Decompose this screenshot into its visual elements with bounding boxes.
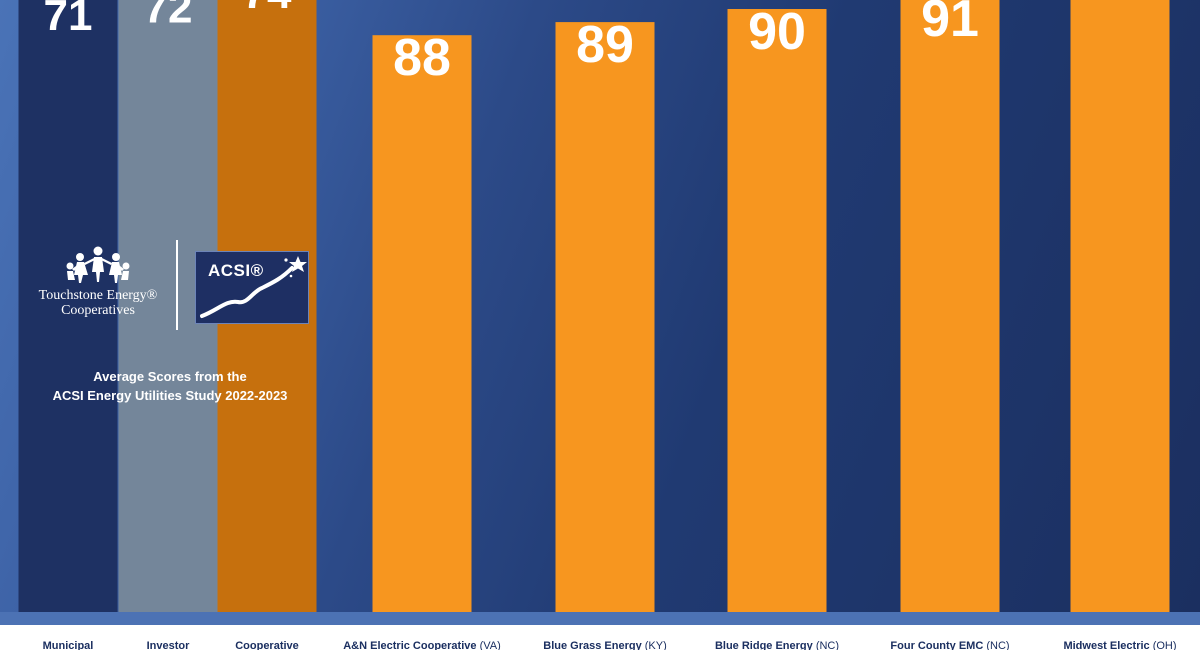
x-axis-label: Investor bbox=[147, 640, 190, 650]
x-axis-label: Cooperative bbox=[235, 640, 299, 650]
x-axis-label: A&N Electric Cooperative (VA) bbox=[343, 640, 501, 650]
logo-area: Touchstone Energy® Cooperatives ACSI® bbox=[28, 240, 318, 335]
bar-blue-grass-energy bbox=[555, 22, 655, 612]
bar-four-county-emc bbox=[900, 0, 1000, 612]
x-axis-label-name: Investor bbox=[146, 640, 190, 650]
bar-value-label: 74 bbox=[243, 0, 292, 18]
bar-blue-ridge-energy bbox=[727, 9, 827, 612]
x-axis-label: Blue Grass Energy (KY) bbox=[543, 640, 667, 650]
touchstone-name-line1: Touchstone Energy® bbox=[38, 288, 158, 303]
x-axis-label-name: Blue Ridge Energy bbox=[714, 640, 813, 650]
bar-value-label: 88 bbox=[393, 29, 451, 87]
x-axis-label-name: Four County EMC bbox=[890, 640, 984, 650]
bar-municipal bbox=[18, 0, 118, 612]
chart-background: 71 72 74 88 89 90 91 bbox=[0, 0, 1200, 612]
touchstone-energy-logo: Touchstone Energy® Cooperatives bbox=[28, 246, 168, 331]
acsi-wordmark: ACSI® bbox=[208, 261, 264, 280]
x-axis-label-name: Municipal bbox=[42, 640, 94, 650]
x-axis-label: Midwest Electric (OH) bbox=[1063, 640, 1176, 650]
rising-star-swoosh-icon bbox=[200, 256, 307, 318]
bar-value-label: 72 bbox=[144, 0, 193, 33]
x-axis-label: Municipal bbox=[43, 640, 94, 650]
x-axis-label-name: Midwest Electric bbox=[1063, 640, 1150, 650]
bar-value-label: 71 bbox=[44, 0, 93, 40]
x-axis-label-state: (KY) bbox=[641, 640, 667, 650]
x-axis-label-state: (OH) bbox=[1149, 640, 1177, 650]
x-axis-labels: Municipal Investor Cooperative A&N Electric… bbox=[0, 625, 1200, 650]
touchstone-name-line2: Cooperatives bbox=[61, 303, 135, 318]
acsi-logo: ACSI® bbox=[195, 251, 309, 324]
x-axis-label-name: Blue Grass Energy bbox=[543, 640, 642, 650]
x-axis-label-state: (VA) bbox=[476, 640, 501, 650]
x-axis-label-state: (NC) bbox=[983, 640, 1010, 650]
chart-baseline bbox=[0, 612, 1200, 625]
x-axis-label-state: (NC) bbox=[812, 640, 840, 650]
study-caption-line2: ACSI Energy Utilities Study 2022-2023 bbox=[52, 388, 288, 403]
bar-value-label: 91 bbox=[921, 0, 979, 48]
bar-a-n-electric-cooperative bbox=[372, 35, 472, 612]
study-caption-line1: Average Scores from the bbox=[93, 369, 247, 384]
bar-midwest-electric bbox=[1070, 0, 1170, 612]
logo-divider bbox=[176, 240, 178, 330]
x-axis-label-name: A&N Electric Cooperative bbox=[343, 640, 477, 650]
study-caption: Average Scores from the ACSI Energy Util… bbox=[20, 367, 320, 405]
bar-value-label: 89 bbox=[576, 16, 634, 74]
bar-value-label: 90 bbox=[748, 3, 806, 61]
x-axis-label-name: Cooperative bbox=[235, 640, 299, 650]
people-holding-hands-icon bbox=[66, 246, 130, 283]
x-axis-label: Blue Ridge Energy (NC) bbox=[715, 640, 839, 650]
x-axis-label: Four County EMC (NC) bbox=[890, 640, 1009, 650]
